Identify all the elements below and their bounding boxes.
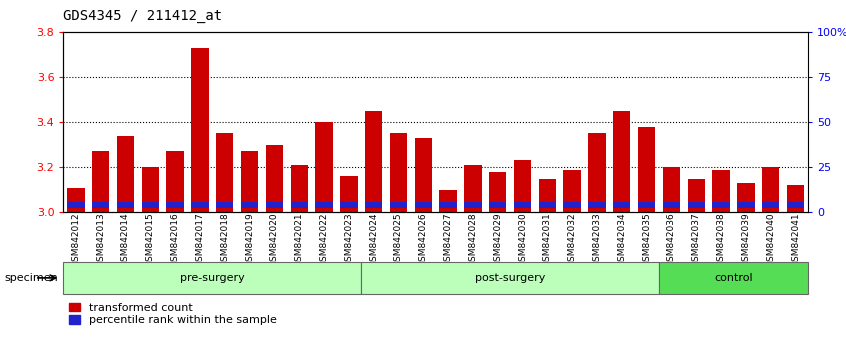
Text: GSM842020: GSM842020 (270, 212, 279, 267)
Bar (489, 202, 507, 208)
Bar (662, 202, 680, 208)
Text: GSM842031: GSM842031 (543, 212, 552, 267)
Text: GSM842032: GSM842032 (568, 212, 577, 267)
Bar (712, 202, 730, 208)
Bar (659, 262, 808, 294)
Text: GSM842017: GSM842017 (195, 212, 205, 267)
Bar (167, 152, 184, 212)
Text: GSM842029: GSM842029 (493, 212, 503, 267)
Bar (316, 122, 332, 212)
Bar (216, 133, 233, 212)
Bar (613, 111, 630, 212)
Bar (216, 202, 233, 208)
Text: GSM842028: GSM842028 (469, 212, 477, 267)
Bar (141, 167, 159, 212)
Bar (117, 136, 135, 212)
Text: GSM842024: GSM842024 (369, 212, 378, 267)
Bar (489, 172, 507, 212)
Bar (563, 202, 581, 208)
Bar (613, 202, 630, 208)
Bar (662, 167, 680, 212)
Bar (340, 202, 358, 208)
Bar (737, 183, 755, 212)
Bar (787, 185, 805, 212)
Bar (439, 190, 457, 212)
Text: control: control (714, 273, 753, 283)
Bar (464, 202, 481, 208)
Text: GSM842040: GSM842040 (766, 212, 775, 267)
Bar (688, 178, 705, 212)
Bar (241, 152, 258, 212)
Text: GSM842036: GSM842036 (667, 212, 676, 267)
Bar (390, 202, 407, 208)
Text: GSM842041: GSM842041 (791, 212, 800, 267)
Bar (141, 202, 159, 208)
Bar (191, 48, 209, 212)
Text: GSM842015: GSM842015 (146, 212, 155, 267)
Text: GSM842027: GSM842027 (443, 212, 453, 267)
Bar (787, 202, 805, 208)
Text: GSM842039: GSM842039 (741, 212, 750, 267)
Text: GSM842026: GSM842026 (419, 212, 428, 267)
Bar (588, 202, 606, 208)
Text: GSM842022: GSM842022 (320, 212, 328, 267)
Bar (191, 202, 209, 208)
Bar (117, 202, 135, 208)
Legend: transformed count, percentile rank within the sample: transformed count, percentile rank withi… (69, 303, 277, 325)
Bar (588, 133, 606, 212)
Text: GSM842021: GSM842021 (294, 212, 304, 267)
Text: GSM842025: GSM842025 (394, 212, 403, 267)
Bar (361, 262, 659, 294)
Text: GDS4345 / 211412_at: GDS4345 / 211412_at (63, 9, 222, 23)
Bar (415, 202, 432, 208)
Bar (316, 202, 332, 208)
Bar (514, 160, 531, 212)
Text: GSM842038: GSM842038 (717, 212, 726, 267)
Bar (563, 170, 581, 212)
Bar (266, 145, 283, 212)
Bar (539, 202, 556, 208)
Bar (762, 202, 779, 208)
Text: GSM842019: GSM842019 (245, 212, 254, 267)
Text: GSM842033: GSM842033 (592, 212, 602, 267)
Text: post-surgery: post-surgery (475, 273, 546, 283)
Text: pre-surgery: pre-surgery (180, 273, 244, 283)
Bar (92, 202, 109, 208)
Bar (266, 202, 283, 208)
Bar (290, 202, 308, 208)
Bar (762, 167, 779, 212)
Bar (638, 127, 656, 212)
Bar (365, 202, 382, 208)
Bar (688, 202, 705, 208)
Bar (712, 170, 730, 212)
Text: GSM842014: GSM842014 (121, 212, 130, 267)
Text: GSM842016: GSM842016 (171, 212, 179, 267)
Bar (63, 262, 361, 294)
Bar (415, 138, 432, 212)
Bar (167, 202, 184, 208)
Bar (67, 202, 85, 208)
Bar (514, 202, 531, 208)
Text: GSM842034: GSM842034 (618, 212, 626, 267)
Bar (464, 165, 481, 212)
Bar (92, 152, 109, 212)
Text: GSM842013: GSM842013 (96, 212, 105, 267)
Bar (439, 202, 457, 208)
Text: GSM842030: GSM842030 (518, 212, 527, 267)
Text: GSM842035: GSM842035 (642, 212, 651, 267)
Text: GSM842018: GSM842018 (220, 212, 229, 267)
Bar (67, 188, 85, 212)
Bar (390, 133, 407, 212)
Bar (737, 202, 755, 208)
Bar (365, 111, 382, 212)
Text: GSM842037: GSM842037 (692, 212, 700, 267)
Bar (340, 176, 358, 212)
Bar (638, 202, 656, 208)
Text: specimen: specimen (4, 273, 58, 283)
Text: GSM842012: GSM842012 (71, 212, 80, 267)
Bar (539, 178, 556, 212)
Bar (241, 202, 258, 208)
Text: GSM842023: GSM842023 (344, 212, 354, 267)
Bar (290, 165, 308, 212)
